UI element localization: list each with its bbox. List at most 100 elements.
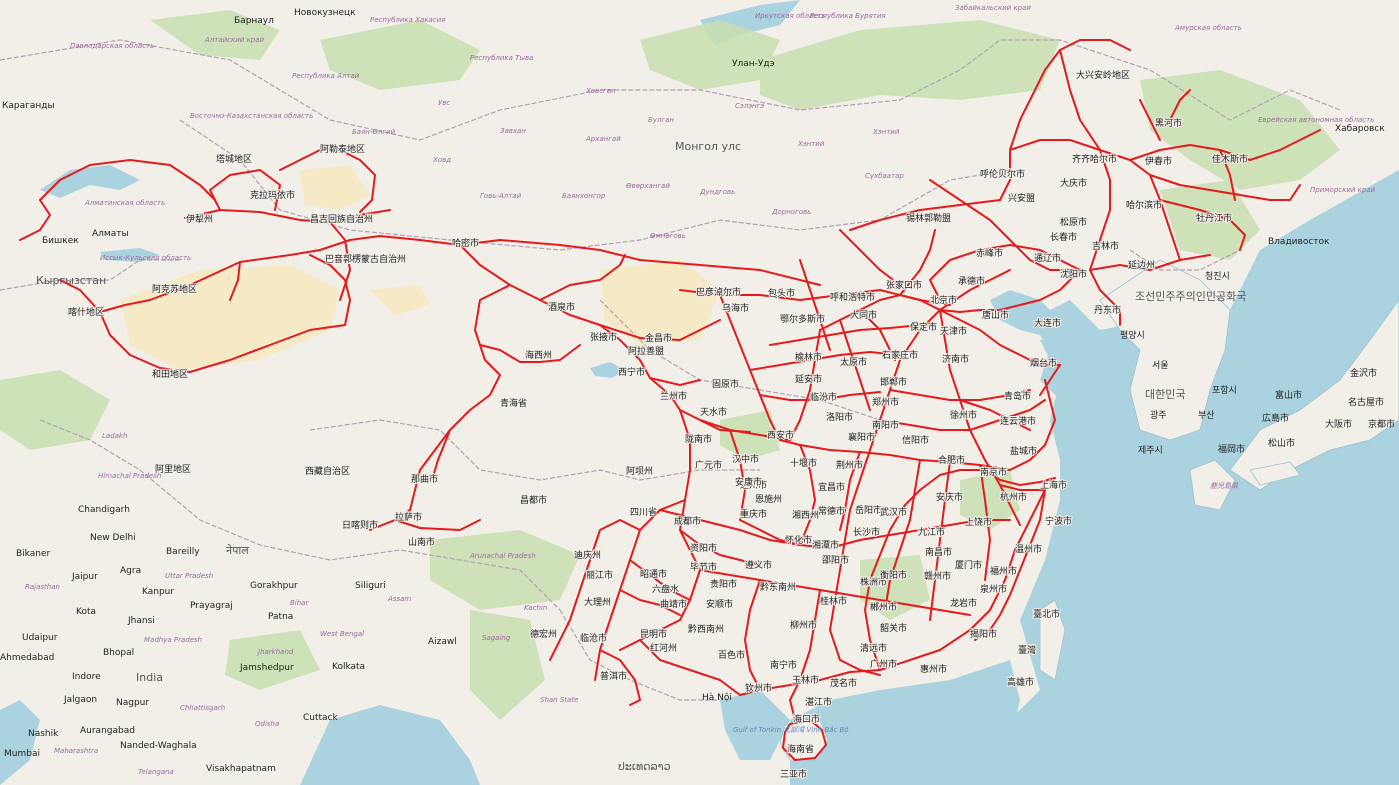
label-almaty-obl: Алматинская область (84, 199, 165, 207)
label-changsha: 长沙市 (853, 526, 880, 538)
label-xingan: 兴安盟 (1008, 192, 1035, 204)
label-sagaing: Sagaing (482, 634, 511, 642)
label-ordos: 鄂尔多斯市 (780, 313, 825, 325)
label-beijing: 北京市 (930, 294, 957, 306)
label-bareilly: Bareilly (166, 547, 200, 557)
label-kanpur: Kanpur (142, 587, 174, 597)
label-mudanjiang: 牡丹江市 (1196, 212, 1232, 224)
label-tianshui: 天水市 (700, 406, 727, 418)
label-huizhou: 惠州市 (920, 663, 947, 675)
label-yueyang: 岳阳市 (855, 504, 882, 516)
label-laos: ປະເທດລາວ (618, 760, 671, 773)
label-wuhai: 乌海市 (722, 302, 749, 314)
label-aurangabad: Aurangabad (80, 726, 135, 736)
label-kanazawa: 金沢市 (1350, 367, 1377, 379)
label-lianyungang: 连云港市 (1000, 415, 1036, 427)
label-lanzhou: 兰州市 (660, 390, 687, 402)
label-telangana: Telangana (138, 768, 174, 776)
label-shenyang: 沈阳市 (1060, 268, 1087, 280)
label-barnaul: Барнаул (234, 16, 274, 26)
label-hefei: 合肥市 (938, 454, 965, 466)
label-jingzhou: 荆州市 (836, 459, 863, 471)
label-ziyang: 资阳市 (690, 542, 717, 554)
label-qinghai: 青海省 (500, 397, 527, 409)
label-uvs: Увс (438, 99, 450, 107)
label-kyoto: 京都市 (1368, 418, 1395, 430)
label-xiangyang: 襄阳市 (848, 431, 875, 443)
label-qamdo: 昌都市 (520, 494, 547, 506)
label-matsuyama: 松山市 (1268, 437, 1295, 449)
label-mongolia: Монгол улс (675, 140, 741, 153)
label-zhaotong: 昭通市 (640, 568, 667, 580)
label-bijie: 毕节市 (690, 561, 717, 573)
label-kachin: Kachin (524, 604, 547, 612)
label-ladakh: Ladakh (102, 432, 127, 440)
label-xiangxi: 湘西州 (792, 509, 819, 521)
label-rajasthan: Rajasthan (25, 583, 60, 591)
label-arunachal: Arunachal Pradesh (469, 552, 536, 560)
label-chongqing: 重庆市 (740, 508, 767, 520)
label-aksu: 阿克苏地区 (152, 283, 197, 295)
label-handan: 邯郸市 (880, 376, 907, 388)
label-longyan: 龙岩市 (950, 597, 977, 609)
label-sanya: 三亚市 (780, 768, 807, 780)
label-qianxinan: 黔西南州 (688, 623, 724, 635)
label-cuttack: Cuttack (303, 713, 339, 723)
label-ulan-ude: Улан-Удэ (732, 59, 775, 69)
arabian-sea (0, 700, 40, 785)
label-qujing: 曲靖市 (660, 598, 687, 610)
label-kashgar: 喀什地区 (68, 306, 104, 318)
label-kolkata: Kolkata (332, 662, 365, 672)
label-shigatse: 日喀则市 (342, 519, 378, 531)
label-novokuznetsk: Новокузнецк (294, 8, 356, 18)
label-govi-altai: Говь-Алтай (480, 192, 522, 200)
label-osaka: 大阪市 (1325, 418, 1352, 430)
label-guangzhou: 广州市 (870, 658, 897, 670)
label-shijiazhuang: 石家庄市 (882, 349, 918, 361)
label-nagqu: 那曲市 (411, 473, 438, 485)
islands-peninsulas (779, 259, 1399, 761)
label-hiroshima: 広島市 (1262, 412, 1289, 424)
label-zunyi: 遵义市 (745, 559, 772, 571)
japan-shikoku (1249, 461, 1301, 486)
label-patna: Patna (268, 612, 293, 622)
label-nagoya: 名古屋市 (1348, 396, 1384, 408)
label-shaoguan: 韶关市 (880, 622, 907, 634)
label-jiamusi: 佳木斯市 (1212, 153, 1248, 165)
label-jalgaon: Jalgaon (63, 695, 97, 705)
label-fukuoka: 福岡市 (1218, 443, 1245, 455)
label-nanyang: 南阳市 (872, 419, 899, 431)
label-dandong: 丹东市 (1094, 304, 1121, 316)
label-karamay: 克拉玛依市 (250, 189, 295, 201)
label-mp: Madhya Pradesh (144, 636, 202, 644)
label-haikou: 海口市 (793, 713, 820, 725)
label-ovorkhangai: Өвөрхангай (626, 182, 670, 190)
label-indore: Indore (72, 672, 101, 682)
label-khentii: Хэнтий (872, 128, 900, 136)
label-jilin: 吉林市 (1092, 240, 1119, 252)
label-mumbai: Mumbai (4, 749, 40, 759)
label-baotou: 包头市 (768, 287, 795, 299)
label-chifeng: 赤峰市 (976, 247, 1003, 259)
label-bayan-olgii: Баян-Өлгий (352, 128, 396, 136)
label-dali: 大理州 (584, 596, 611, 608)
label-liuzhou: 柳州市 (790, 619, 817, 631)
qinghai-lake (590, 362, 625, 378)
label-pavlodar: Павлодарская область (70, 42, 154, 50)
label-puer: 普洱市 (600, 670, 627, 682)
label-omnogovi: Өмнөговь (650, 232, 686, 240)
label-hanzhong: 汉中市 (732, 453, 759, 465)
label-daqing: 大庆市 (1060, 177, 1087, 189)
label-jharkhand: Jharkhand (256, 648, 294, 656)
label-bulgan: Булган (648, 116, 674, 124)
label-nanchang: 南昌市 (925, 546, 952, 558)
label-altay: 阿勒泰地区 (320, 143, 365, 155)
label-guiyang: 贵阳市 (710, 578, 737, 590)
label-zavkhan: Завхан (500, 127, 526, 135)
label-altai-rep: Республика Алтай (292, 72, 360, 80)
label-maoming: 茂名市 (830, 677, 857, 689)
label-yancheng: 盐城市 (1010, 445, 1037, 457)
label-nepal: नेपाल (226, 544, 249, 557)
